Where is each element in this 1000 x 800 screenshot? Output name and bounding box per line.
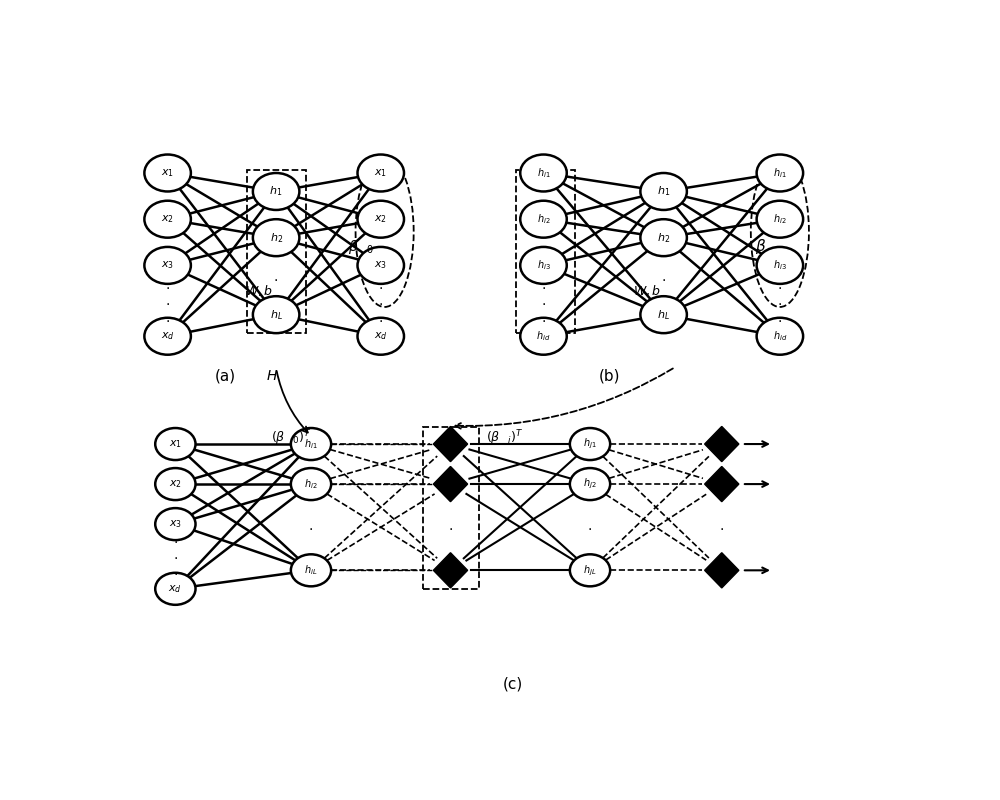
Circle shape <box>144 201 191 238</box>
Text: $x_2$: $x_2$ <box>374 214 387 225</box>
Text: $h_{i3}$: $h_{i3}$ <box>537 258 550 272</box>
Circle shape <box>291 428 331 460</box>
Polygon shape <box>705 553 739 588</box>
Text: $x_3$: $x_3$ <box>374 259 387 271</box>
Polygon shape <box>433 466 468 502</box>
Text: $W, b$: $W, b$ <box>633 282 661 298</box>
Text: ·
·
·: · · · <box>165 282 170 329</box>
Circle shape <box>757 154 803 191</box>
Circle shape <box>757 247 803 284</box>
Text: $h_{j2}$: $h_{j2}$ <box>583 477 597 491</box>
Text: (b): (b) <box>599 369 620 384</box>
Text: (c): (c) <box>502 677 523 692</box>
Text: $h_2$: $h_2$ <box>657 230 670 245</box>
Circle shape <box>253 173 299 210</box>
Text: $h_L$: $h_L$ <box>657 308 670 322</box>
Text: $x_1$: $x_1$ <box>161 167 174 179</box>
Circle shape <box>144 154 191 191</box>
Text: ·: · <box>720 523 724 538</box>
Text: $h_{i3}$: $h_{i3}$ <box>773 258 787 272</box>
Circle shape <box>144 318 191 354</box>
Text: $h_{i1}$: $h_{i1}$ <box>304 437 318 451</box>
Polygon shape <box>705 466 739 502</box>
Circle shape <box>144 247 191 284</box>
Text: $h_L$: $h_L$ <box>270 308 283 322</box>
Text: ·: · <box>588 523 592 538</box>
Text: $x_3$: $x_3$ <box>169 518 182 530</box>
Circle shape <box>520 201 567 238</box>
Polygon shape <box>433 426 468 462</box>
Text: ·: · <box>661 274 666 288</box>
Circle shape <box>253 219 299 256</box>
Text: $W, b$: $W, b$ <box>245 282 273 298</box>
Text: $h_{jL}$: $h_{jL}$ <box>583 563 597 578</box>
Circle shape <box>155 508 196 540</box>
Text: $x_1$: $x_1$ <box>169 438 182 450</box>
Circle shape <box>570 468 610 500</box>
Circle shape <box>155 468 196 500</box>
Text: $h_1$: $h_1$ <box>269 185 283 198</box>
Circle shape <box>757 201 803 238</box>
Text: $h_{i2}$: $h_{i2}$ <box>537 212 550 226</box>
Text: $x_1$: $x_1$ <box>374 167 387 179</box>
Text: ·
·
·: · · · <box>541 282 546 329</box>
Text: $h_{iL}$: $h_{iL}$ <box>304 563 318 578</box>
Circle shape <box>640 296 687 333</box>
Text: ·: · <box>274 274 278 288</box>
Text: ·
·
·: · · · <box>778 282 782 329</box>
Circle shape <box>155 573 196 605</box>
Circle shape <box>640 173 687 210</box>
Circle shape <box>520 247 567 284</box>
Text: $h_{i1}$: $h_{i1}$ <box>773 166 787 180</box>
Text: $h_{j1}$: $h_{j1}$ <box>583 437 597 451</box>
Text: ·
·
·: · · · <box>173 536 178 582</box>
Text: $\beta$  $_0$: $\beta$ $_0$ <box>348 238 374 256</box>
Text: $x_d$: $x_d$ <box>168 583 182 594</box>
Circle shape <box>358 201 404 238</box>
Text: $\beta$: $\beta$ <box>755 238 766 257</box>
Text: $x_d$: $x_d$ <box>374 330 388 342</box>
Text: $h_1$: $h_1$ <box>657 185 670 198</box>
Text: ·: · <box>309 523 313 538</box>
Text: $h_{id}$: $h_{id}$ <box>773 330 787 343</box>
Text: $h_{id}$: $h_{id}$ <box>536 330 551 343</box>
Circle shape <box>253 296 299 333</box>
Text: $(\beta$  $_0)^T$: $(\beta$ $_0)^T$ <box>271 428 312 448</box>
Circle shape <box>291 554 331 586</box>
Text: ·: · <box>448 523 453 538</box>
Bar <box>423 427 479 589</box>
Circle shape <box>520 154 567 191</box>
Circle shape <box>358 318 404 354</box>
Text: (a): (a) <box>215 369 236 384</box>
Text: $(\beta$  $_i)^T$: $(\beta$ $_i)^T$ <box>486 428 523 448</box>
Text: ·
·
·: · · · <box>379 282 383 329</box>
Bar <box>516 170 574 333</box>
Circle shape <box>358 247 404 284</box>
Text: $x_d$: $x_d$ <box>161 330 175 342</box>
Circle shape <box>570 428 610 460</box>
Polygon shape <box>705 426 739 462</box>
Text: $x_2$: $x_2$ <box>161 214 174 225</box>
Text: $x_3$: $x_3$ <box>161 259 174 271</box>
Text: $H$: $H$ <box>266 370 278 383</box>
Text: $h_{i1}$: $h_{i1}$ <box>537 166 550 180</box>
Text: $h_{i2}$: $h_{i2}$ <box>304 477 318 491</box>
Circle shape <box>520 318 567 354</box>
Circle shape <box>640 219 687 256</box>
Circle shape <box>570 554 610 586</box>
Circle shape <box>358 154 404 191</box>
Bar <box>247 170 306 333</box>
Circle shape <box>291 468 331 500</box>
Polygon shape <box>433 553 468 588</box>
Text: $h_{i2}$: $h_{i2}$ <box>773 212 787 226</box>
Circle shape <box>155 428 196 460</box>
Text: $h_2$: $h_2$ <box>270 230 283 245</box>
Circle shape <box>757 318 803 354</box>
Text: $x_2$: $x_2$ <box>169 478 182 490</box>
